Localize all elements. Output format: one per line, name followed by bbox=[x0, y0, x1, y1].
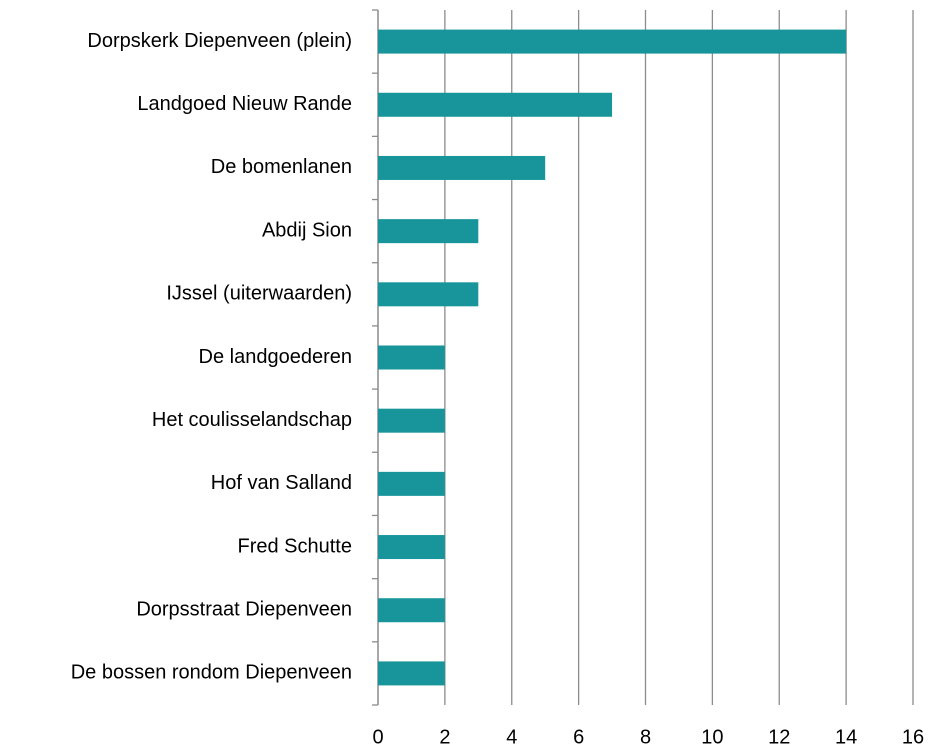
y-tick-label: Dorpsstraat Diepenveen bbox=[136, 599, 352, 621]
y-tick-label: De bossen rondom Diepenveen bbox=[71, 662, 352, 684]
x-tick-label: 8 bbox=[640, 726, 651, 748]
x-tick-label: 10 bbox=[701, 726, 723, 748]
x-tick-label: 0 bbox=[372, 726, 383, 748]
x-tick-label: 14 bbox=[835, 726, 857, 748]
y-tick-label: Abdij Sion bbox=[262, 219, 352, 241]
bar bbox=[378, 282, 479, 307]
bar bbox=[378, 29, 847, 54]
y-tick-label: IJssel (uiterwaarden) bbox=[166, 283, 352, 305]
x-tick-label: 4 bbox=[506, 726, 517, 748]
bar bbox=[378, 471, 445, 496]
y-tick-label: De landgoederen bbox=[199, 346, 352, 368]
y-tick-label: De bomenlanen bbox=[211, 156, 352, 178]
x-tick-label: 16 bbox=[902, 726, 924, 748]
bar bbox=[378, 92, 613, 117]
bar bbox=[378, 535, 445, 560]
x-tick-label: 2 bbox=[439, 726, 450, 748]
bar bbox=[378, 345, 445, 370]
y-tick-label: Hof van Salland bbox=[211, 472, 352, 494]
x-tick-label: 12 bbox=[768, 726, 790, 748]
bar bbox=[378, 598, 445, 623]
y-tick-label: Dorpskerk Diepenveen (plein) bbox=[87, 30, 352, 52]
bar bbox=[378, 155, 546, 180]
y-tick-label: Fred Schutte bbox=[237, 535, 352, 557]
y-tick-label: Het coulisselandschap bbox=[152, 409, 352, 431]
y-tick-label: Landgoed Nieuw Rande bbox=[137, 93, 352, 115]
bar bbox=[378, 661, 445, 686]
bar bbox=[378, 219, 479, 244]
x-tick-label: 6 bbox=[573, 726, 584, 748]
bar bbox=[378, 408, 445, 433]
